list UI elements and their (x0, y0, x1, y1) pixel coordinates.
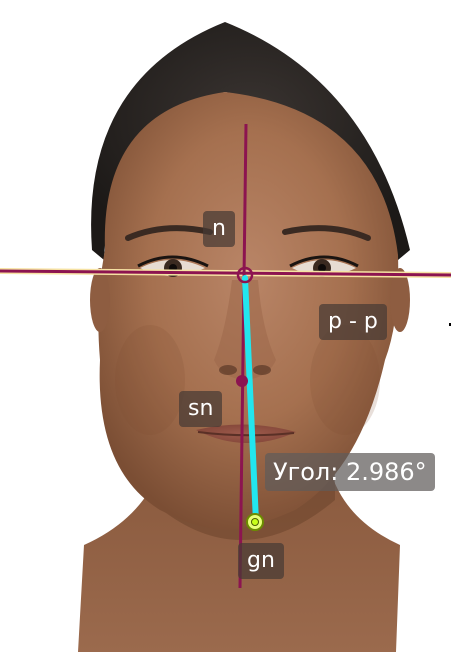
label-nasion: n (203, 211, 235, 247)
facial-midline[interactable] (238, 123, 248, 589)
subnasale-marker[interactable] (236, 375, 248, 387)
pupil-line[interactable] (0, 269, 451, 277)
nasion-marker[interactable] (236, 266, 254, 284)
angle-readout: Угол: 2.986° (265, 453, 435, 491)
measurement-line[interactable] (242, 275, 259, 525)
label-subnasale: sn (179, 391, 223, 427)
label-gnathion: gn (238, 543, 284, 579)
label-pupil-line: p - p (319, 304, 387, 340)
